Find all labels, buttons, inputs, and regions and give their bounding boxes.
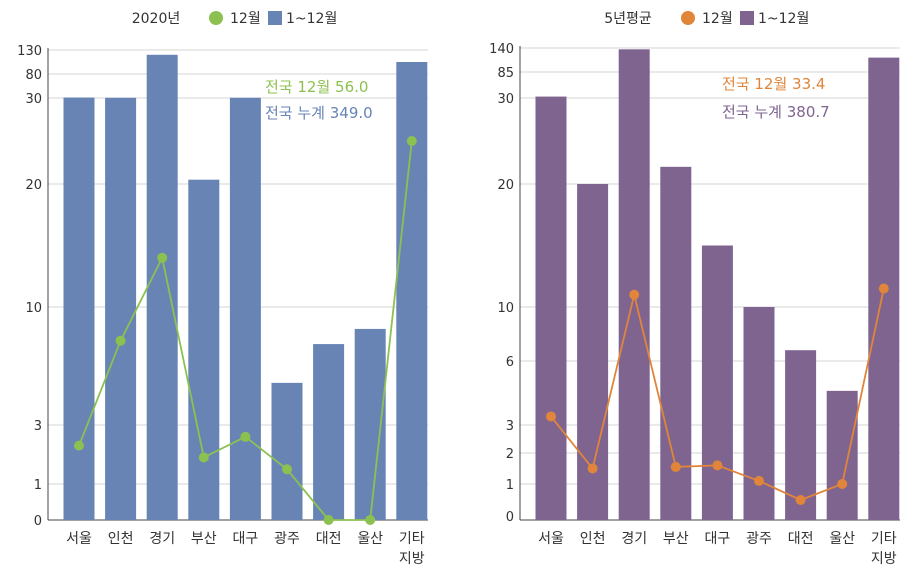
annotation-cumulative-total: 전국 누계 349.0 [265, 104, 373, 122]
legend-line-marker [681, 11, 695, 25]
legend-bar-label: 1~12월 [758, 11, 809, 27]
y-tick-label: 1 [506, 478, 514, 493]
x-category-label: 부산 [663, 531, 689, 547]
legend-bar-marker [268, 11, 282, 25]
y-tick-label: 6 [506, 355, 514, 370]
y-tick-label: 1 [34, 478, 42, 493]
y-tick-label: 130 [17, 44, 42, 59]
x-category-label: 울산 [357, 531, 383, 547]
x-category-label: 경기 [149, 531, 175, 547]
line-point [587, 463, 598, 474]
x-category-label: 대구 [233, 531, 259, 547]
x-category-label: 대전 [316, 531, 342, 547]
x-category-label: 부산 [191, 531, 217, 547]
legend-bar-label: 1~12월 [286, 11, 337, 27]
legend-line-label: 12월 [702, 11, 733, 27]
bar [146, 54, 178, 521]
x-category-label: 대전 [788, 531, 814, 547]
annotation-cumulative-total: 전국 누계 380.7 [722, 103, 830, 121]
y-tick-label: 140 [489, 42, 514, 57]
line-point [323, 515, 334, 525]
chart-title: 2020년 [132, 11, 181, 27]
line-point [546, 411, 556, 422]
y-tick-label: 85 [497, 66, 514, 81]
bar [701, 245, 733, 520]
x-category-label: 광주 [746, 531, 772, 547]
bar [63, 97, 95, 521]
line-point [629, 289, 640, 300]
x-category-label: 대구 [705, 531, 731, 547]
y-tick-label: 0 [506, 510, 514, 525]
y-tick-label: 10 [25, 301, 42, 316]
line-point [157, 252, 168, 263]
bar [660, 166, 692, 521]
line-point [670, 461, 681, 472]
chart-title: 5년평균 [604, 11, 652, 27]
line-point [365, 515, 376, 525]
y-tick-label: 80 [25, 68, 42, 83]
line-point [198, 452, 209, 463]
legend-line-marker [209, 11, 223, 25]
x-category-label: 광주 [274, 531, 300, 547]
y-tick-label: 20 [497, 178, 514, 193]
bar [785, 350, 817, 520]
line-point [712, 460, 723, 471]
x-category-label: 인천 [108, 531, 134, 547]
y-tick-label: 3 [34, 419, 42, 434]
bar [188, 179, 220, 520]
x-category-label: 울산 [829, 531, 855, 547]
x-category-label: 서울 [538, 531, 564, 547]
x-category-label: 기타 [399, 531, 425, 547]
annotation-december-total: 전국 12월 33.4 [722, 75, 825, 93]
y-tick-label: 30 [25, 92, 42, 107]
line-point [282, 464, 292, 475]
x-category-label: 지방 [399, 551, 425, 567]
line-point [74, 440, 84, 451]
y-tick-label: 30 [497, 92, 514, 107]
legend-line-label: 12월 [230, 11, 261, 27]
y-tick-label: 2 [506, 447, 514, 462]
y-tick-label: 3 [506, 419, 514, 434]
line-point [754, 475, 764, 486]
bar [826, 390, 858, 520]
line-point [406, 136, 417, 146]
x-category-label: 인천 [580, 531, 606, 547]
x-category-label: 서울 [66, 531, 92, 547]
bar [535, 96, 567, 520]
y-tick-label: 0 [34, 514, 42, 529]
y-tick-label: 10 [497, 301, 514, 316]
legend-bar-marker [740, 11, 754, 25]
annotation-december-total: 전국 12월 56.0 [265, 78, 368, 96]
bar [271, 382, 303, 520]
line-point [878, 283, 889, 294]
x-category-label: 지방 [871, 551, 897, 567]
x-category-label: 기타 [871, 531, 897, 547]
line-point [837, 479, 848, 489]
line-point [115, 335, 126, 346]
bar [229, 97, 261, 520]
line-point [795, 495, 806, 505]
y-tick-label: 20 [25, 178, 42, 193]
bar [313, 344, 345, 520]
bar [618, 49, 650, 521]
x-category-label: 경기 [621, 531, 647, 547]
line-point [240, 431, 251, 442]
bar [396, 62, 428, 520]
bar [743, 307, 775, 520]
bar [105, 97, 137, 520]
